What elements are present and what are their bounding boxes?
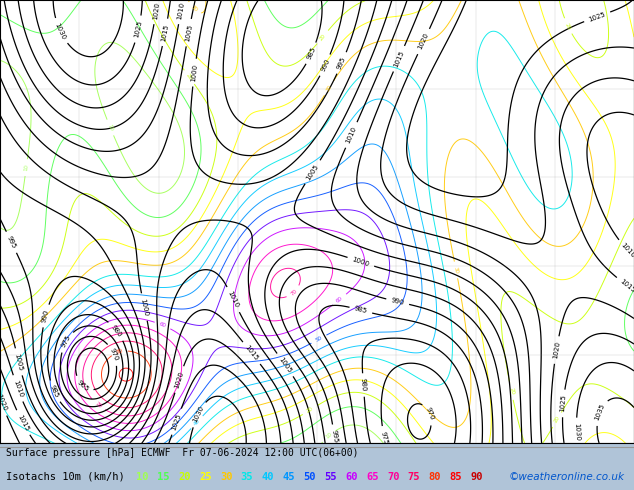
Text: 40: 40 — [193, 418, 201, 426]
Text: Surface pressure [hPa] ECMWF  Fr 07-06-2024 12:00 UTC(06+00): Surface pressure [hPa] ECMWF Fr 07-06-20… — [6, 448, 359, 458]
Text: 965: 965 — [76, 379, 90, 392]
Text: 10: 10 — [136, 472, 149, 482]
Text: 90: 90 — [470, 472, 483, 482]
Text: 25: 25 — [199, 472, 212, 482]
Text: ©weatheronline.co.uk: ©weatheronline.co.uk — [508, 472, 624, 482]
Text: 1015: 1015 — [619, 278, 634, 294]
Text: 995: 995 — [337, 56, 347, 71]
Text: 80: 80 — [429, 472, 441, 482]
Text: 995: 995 — [330, 429, 339, 443]
Text: 60: 60 — [158, 321, 167, 329]
Text: 1035: 1035 — [594, 403, 606, 422]
Text: 990: 990 — [391, 297, 405, 306]
Text: 1025: 1025 — [134, 20, 143, 39]
Text: 1025: 1025 — [171, 412, 183, 431]
Text: 970: 970 — [424, 407, 435, 421]
Text: 80: 80 — [115, 349, 124, 355]
Text: 1030: 1030 — [191, 405, 205, 424]
Text: 15: 15 — [157, 472, 170, 482]
Text: 40: 40 — [262, 472, 274, 482]
Text: 1030: 1030 — [54, 22, 67, 41]
Text: 990: 990 — [41, 309, 50, 323]
Text: 35: 35 — [241, 472, 253, 482]
Text: 1015: 1015 — [160, 23, 170, 42]
Text: 980: 980 — [360, 378, 367, 392]
Text: 985: 985 — [354, 306, 368, 315]
Text: 55: 55 — [324, 472, 337, 482]
Text: 50: 50 — [304, 472, 316, 482]
Text: 990: 990 — [320, 58, 331, 73]
Text: 10: 10 — [107, 123, 114, 132]
Text: 10: 10 — [325, 432, 333, 440]
Text: 85: 85 — [450, 472, 462, 482]
Text: 20: 20 — [553, 416, 561, 424]
Text: 985: 985 — [49, 384, 60, 399]
Text: 1025: 1025 — [588, 11, 607, 23]
Text: 20: 20 — [306, 406, 314, 414]
Text: 30: 30 — [325, 84, 333, 92]
Text: 20: 20 — [508, 388, 515, 395]
Text: 970: 970 — [108, 347, 119, 362]
Text: 1020: 1020 — [0, 393, 8, 412]
Text: 1010: 1010 — [176, 1, 186, 20]
Text: 980: 980 — [110, 323, 123, 338]
Text: 30: 30 — [190, 4, 198, 13]
Text: 10: 10 — [23, 164, 29, 171]
Text: 1025: 1025 — [560, 394, 567, 413]
Text: 70: 70 — [94, 401, 102, 409]
Text: 1000: 1000 — [190, 63, 198, 82]
Text: 45: 45 — [283, 472, 295, 482]
Text: 1005: 1005 — [14, 352, 23, 371]
Text: 1020: 1020 — [417, 32, 430, 51]
Text: 65: 65 — [366, 472, 378, 482]
Text: 50: 50 — [314, 335, 323, 343]
Text: 20: 20 — [318, 33, 327, 41]
Text: 995: 995 — [6, 235, 17, 249]
Text: 60: 60 — [345, 472, 358, 482]
Text: 975: 975 — [380, 430, 389, 445]
Text: 1005: 1005 — [305, 163, 320, 181]
Text: 1015: 1015 — [392, 49, 405, 68]
Text: 1020: 1020 — [152, 1, 160, 20]
Text: 30: 30 — [220, 472, 232, 482]
Text: 1010: 1010 — [619, 242, 634, 259]
Text: 1030: 1030 — [573, 422, 580, 441]
Text: 60: 60 — [335, 295, 344, 304]
Text: 1010: 1010 — [226, 290, 240, 309]
Text: 1010: 1010 — [345, 125, 358, 145]
Text: 985: 985 — [306, 46, 317, 61]
Text: 70: 70 — [290, 288, 298, 296]
Text: 30: 30 — [453, 266, 459, 274]
Text: 70: 70 — [387, 472, 399, 482]
Text: 1015: 1015 — [16, 414, 30, 432]
Text: 20: 20 — [178, 472, 191, 482]
Text: 975: 975 — [60, 334, 72, 349]
Text: 1005: 1005 — [278, 356, 293, 374]
Text: 20: 20 — [185, 73, 193, 81]
Text: 1005: 1005 — [184, 24, 193, 42]
Text: 1020: 1020 — [552, 341, 561, 359]
Text: Isotachs 10m (km/h): Isotachs 10m (km/h) — [6, 472, 125, 482]
Text: 1000: 1000 — [351, 256, 370, 268]
Text: 75: 75 — [408, 472, 420, 482]
Text: 20: 20 — [564, 22, 572, 30]
Text: 1015: 1015 — [243, 344, 259, 362]
Text: 1020: 1020 — [174, 370, 184, 389]
Text: 1000: 1000 — [139, 297, 149, 317]
Text: 1010: 1010 — [12, 379, 23, 398]
